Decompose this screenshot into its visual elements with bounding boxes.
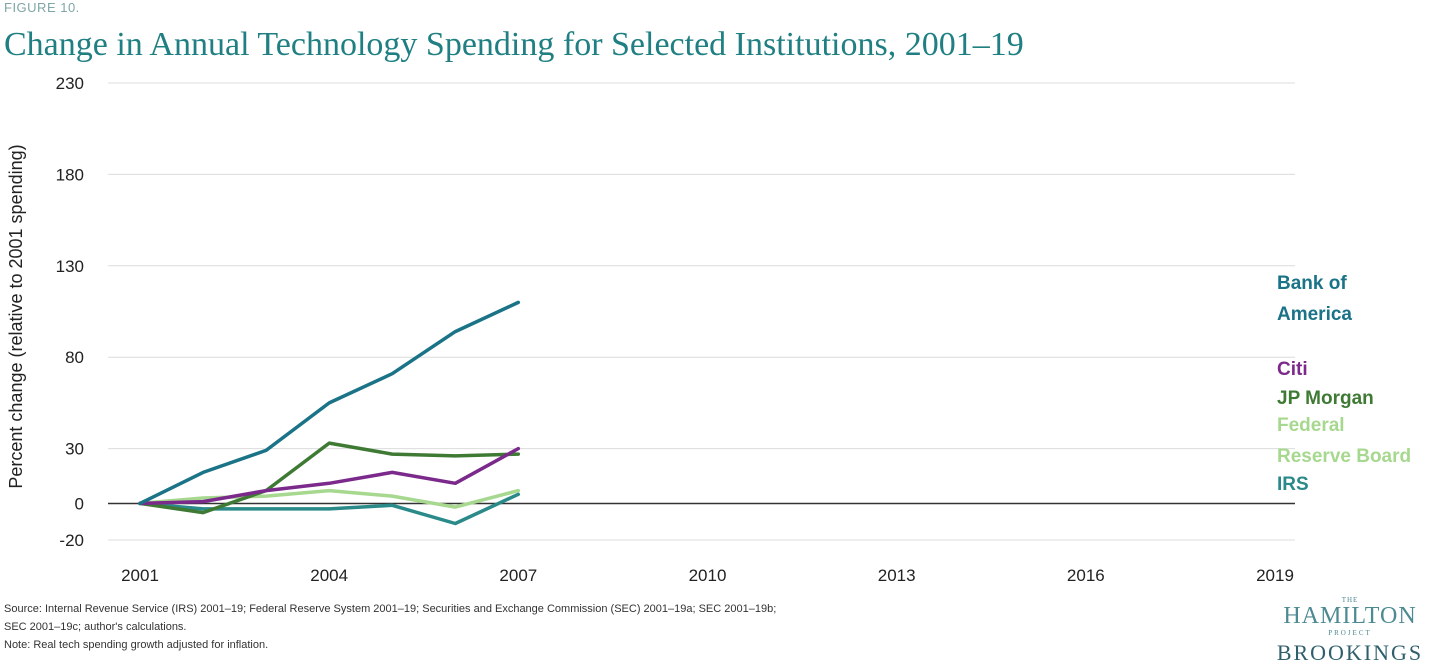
hamilton-brookings-logo: THE HAMILTON PROJECT BROOKINGS <box>1264 596 1436 668</box>
source-notes: Source: Internal Revenue Service (IRS) 2… <box>4 600 1204 654</box>
series-label: IRS <box>1277 474 1309 495</box>
x-tick-label: 2013 <box>878 566 916 585</box>
series-label: Reserve Board <box>1277 446 1411 467</box>
series-label: Bank of <box>1277 273 1347 294</box>
y-tick-label: 230 <box>56 74 84 93</box>
logo-hamilton: HAMILTON <box>1283 603 1417 629</box>
series-line-irs <box>138 492 521 526</box>
series-label: America <box>1277 304 1352 325</box>
series-line-bank-of-america <box>138 300 521 506</box>
x-tick-label: 2016 <box>1067 566 1105 585</box>
logo-the: THE <box>1341 596 1359 604</box>
series-line-jp-morgan <box>138 441 521 515</box>
chart-title: Change in Annual Technology Spending for… <box>4 26 1024 63</box>
axes: -20 0 30 80 130 180 230 2001 2004 2007 2010 2013 201… <box>6 74 1295 585</box>
series-lines <box>138 300 521 526</box>
x-tick-label: 2001 <box>121 566 159 585</box>
x-tick-label: 2007 <box>499 566 537 585</box>
logo-brookings: BROOKINGS <box>1276 640 1424 665</box>
y-tick-label: 80 <box>65 348 84 367</box>
y-axis-label: Percent change (relative to 2001 spendin… <box>6 144 26 488</box>
series-label: Federal <box>1277 415 1345 436</box>
y-tick-label: 180 <box>56 165 84 184</box>
source-text-cont: SEC 2001–19c; author's calculations. <box>4 621 187 633</box>
source-text: Source: Internal Revenue Service (IRS) 2… <box>4 603 777 615</box>
series-label: JP Morgan <box>1277 388 1374 409</box>
line-chart: -20 0 30 80 130 180 230 2001 2004 2007 2010 2013 201… <box>6 74 1411 585</box>
series-line-citi <box>138 446 521 506</box>
y-tick-label: 0 <box>75 494 84 513</box>
series-labels: Bank of America Citi JP Morgan Federal Reserv… <box>1277 273 1411 495</box>
y-tick-label: 130 <box>56 257 84 276</box>
x-tick-label: 2010 <box>689 566 727 585</box>
gridlines <box>108 82 1295 541</box>
y-tick-label: -20 <box>59 531 84 550</box>
x-tick-label: 2004 <box>310 566 348 585</box>
logo-project: PROJECT <box>1328 629 1372 637</box>
x-tick-label: 2019 <box>1256 566 1294 585</box>
series-label: Citi <box>1277 359 1308 380</box>
note-text: Note: Real tech spending growth adjusted… <box>4 639 269 651</box>
y-tick-label: 30 <box>65 440 84 459</box>
series-line-federal-reserve-board <box>138 488 521 509</box>
figure-label: FIGURE 10. <box>4 0 80 15</box>
